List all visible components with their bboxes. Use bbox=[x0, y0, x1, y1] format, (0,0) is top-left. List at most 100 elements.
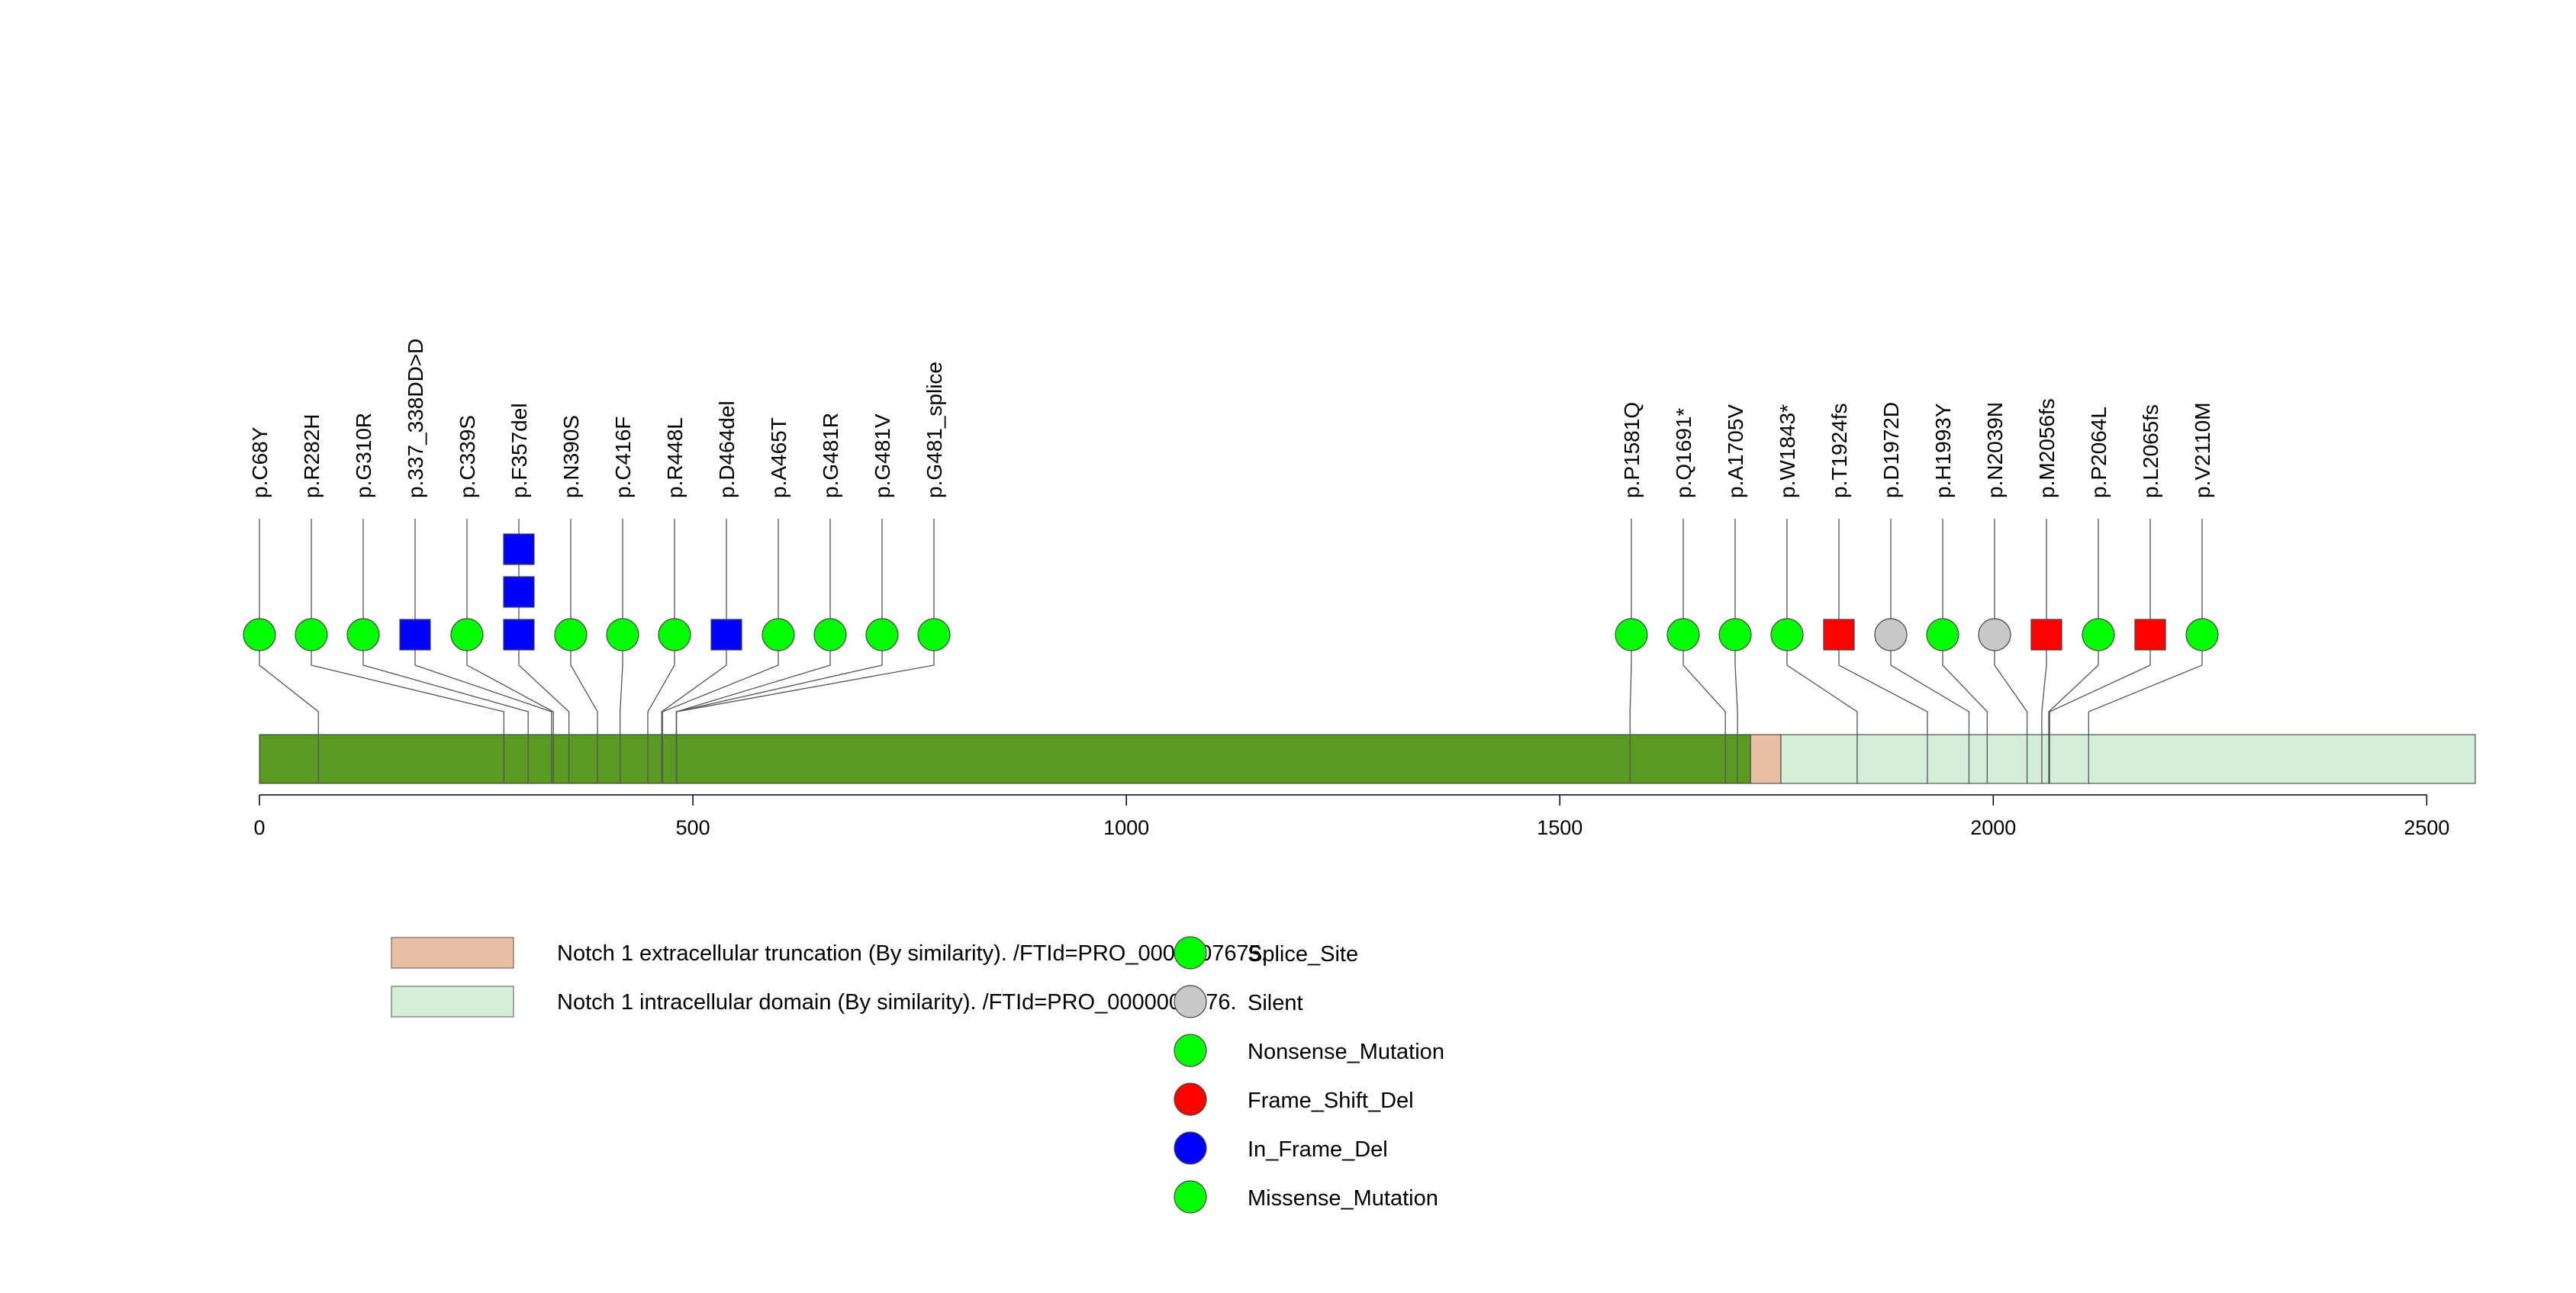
mutation-marker-square bbox=[2030, 619, 2062, 651]
mutation-label: p.N390S bbox=[559, 415, 583, 498]
mutation-label: p.R282H bbox=[300, 413, 324, 498]
mutation-marker-circle bbox=[346, 618, 380, 651]
mutation-lollipop: p.H1993Y bbox=[1926, 403, 1988, 783]
mutation-label: p.N2039N bbox=[1983, 402, 2007, 498]
mutation-label: p.G310R bbox=[352, 413, 375, 498]
mutation-label: p.T1924fs bbox=[1827, 403, 1851, 498]
mutation-label: p.C68Y bbox=[248, 426, 272, 498]
mutation-marker-square bbox=[2134, 619, 2166, 651]
mutation-label: p.M2056fs bbox=[2035, 398, 2059, 498]
mutation-label: p.A465T bbox=[767, 417, 791, 498]
mutation-marker-circle bbox=[2185, 618, 2219, 651]
mutation-lollipop: p.A465T bbox=[662, 417, 795, 783]
domain-legend-label: Notch 1 extracellular truncation (By sim… bbox=[557, 941, 1267, 966]
mutation-lollipop: p.W1843* bbox=[1770, 404, 1858, 783]
mutation-marker-circle bbox=[762, 618, 795, 651]
x-tick-label: 500 bbox=[676, 816, 710, 839]
mutation-lollipop: p.D464del bbox=[661, 400, 742, 783]
mutation-marker-square bbox=[503, 619, 535, 651]
mutation-lollipop: p.T1924fs bbox=[1823, 403, 1928, 783]
mutation-lollipop: p.C68Y bbox=[243, 426, 319, 783]
mutation-marker-square bbox=[1823, 619, 1855, 651]
mutation-label: p.L2065fs bbox=[2139, 404, 2162, 498]
mutation-label: p.P1581Q bbox=[1620, 402, 1644, 498]
mutation-marker-circle bbox=[813, 618, 847, 651]
mutation-lollipop: p.G481R bbox=[675, 413, 847, 783]
mutation-lollipop: p.R282H bbox=[295, 413, 505, 783]
mutation-label: p.G481V bbox=[871, 413, 894, 498]
mutation-marker-circle bbox=[1978, 618, 2011, 651]
mutation-marker-circle bbox=[1926, 618, 1959, 651]
mutation-lollipop: p.D1972D bbox=[1874, 402, 1970, 783]
mutation-label: p.G481R bbox=[819, 413, 842, 498]
type-legend-marker bbox=[1174, 1082, 1207, 1116]
type-legend-label: Silent bbox=[1248, 991, 1303, 1015]
mutation-lollipop: p.V2110M bbox=[2088, 402, 2219, 783]
mutation-marker-circle bbox=[917, 618, 951, 651]
type-legend-label: Splice_Site bbox=[1248, 942, 1358, 967]
domain-legend-swatch bbox=[391, 986, 514, 1018]
mutation-lollipop: p.R448L bbox=[647, 417, 691, 783]
mutation-label: p.V2110M bbox=[2191, 402, 2214, 498]
mutation-label: p.337_338DD>D bbox=[404, 339, 427, 498]
mutation-label: p.D1972D bbox=[1879, 402, 1903, 498]
mutation-marker-circle bbox=[658, 618, 691, 651]
mutation-marker-circle bbox=[865, 618, 899, 651]
domain-legend-swatch bbox=[391, 937, 514, 969]
mutation-lollipop: p.C416F bbox=[606, 417, 639, 783]
mutation-lollipop: p.337_338DD>D bbox=[399, 339, 552, 783]
mutation-marker-square bbox=[503, 576, 535, 608]
mutation-marker-circle bbox=[1770, 618, 1804, 651]
mutation-lollipop: p.L2065fs bbox=[2049, 404, 2166, 783]
x-tick-label: 0 bbox=[253, 816, 265, 839]
mutation-lollipop: p.C339S bbox=[450, 415, 554, 783]
mutation-marker-circle bbox=[1666, 618, 1700, 651]
domain-region-2 bbox=[1780, 734, 2476, 784]
mutation-lollipop: p.P1581Q bbox=[1615, 402, 1648, 783]
mutation-marker-circle bbox=[450, 618, 484, 651]
mutation-marker-square bbox=[710, 619, 742, 651]
x-tick-label: 2000 bbox=[1970, 816, 2016, 839]
mutation-label: p.D464del bbox=[715, 400, 739, 498]
mutation-label: p.P2064L bbox=[2087, 407, 2111, 498]
mutation-lollipop: p.Q1691* bbox=[1666, 408, 1726, 783]
mutation-lollipop: p.G310R bbox=[346, 413, 529, 783]
mutation-marker-square bbox=[399, 619, 431, 651]
mutation-marker-circle bbox=[1874, 618, 1908, 651]
domain-legend-label: Notch 1 intracellular domain (By similar… bbox=[557, 990, 1237, 1015]
mutation-label: p.W1843* bbox=[1776, 404, 1799, 498]
mutation-label: p.A1705V bbox=[1724, 404, 1747, 498]
mutation-label: p.Q1691* bbox=[1672, 408, 1695, 498]
type-legend-label: Nonsense_Mutation bbox=[1248, 1040, 1444, 1064]
mutation-label: p.G481_splice bbox=[923, 362, 946, 498]
mutation-label: p.C339S bbox=[456, 415, 479, 498]
mutation-marker-circle bbox=[1615, 618, 1648, 651]
mutation-lollipop: p.M2056fs bbox=[2030, 398, 2062, 783]
mutation-label: p.R448L bbox=[663, 417, 687, 498]
type-legend-marker bbox=[1174, 1034, 1207, 1067]
mutation-marker-circle bbox=[295, 618, 328, 651]
mutation-marker-circle bbox=[554, 618, 588, 651]
mutation-label: p.F357del bbox=[507, 403, 531, 498]
mutation-lollipop: p.G481_splice bbox=[675, 362, 951, 783]
type-legend-label: Frame_Shift_Del bbox=[1248, 1089, 1414, 1113]
type-legend-marker bbox=[1174, 1180, 1207, 1214]
mutation-marker-circle bbox=[606, 618, 639, 651]
mutation-lollipop: p.N2039N bbox=[1978, 402, 2028, 783]
type-legend-label: Missense_Mutation bbox=[1248, 1186, 1438, 1211]
mutation-lollipop: p.N390S bbox=[554, 415, 598, 783]
mutation-label: p.C416F bbox=[611, 417, 635, 498]
type-legend-label: In_Frame_Del bbox=[1248, 1137, 1388, 1162]
mutation-marker-circle bbox=[243, 618, 276, 651]
x-tick-label: 1500 bbox=[1537, 816, 1583, 839]
mutation-lollipop: p.P2064L bbox=[2048, 407, 2115, 783]
domain-region-1 bbox=[1750, 734, 1782, 784]
type-legend-marker bbox=[1174, 936, 1207, 970]
mutation-marker-circle bbox=[1718, 618, 1752, 651]
mutation-marker-square bbox=[503, 533, 535, 565]
type-legend-marker bbox=[1174, 1131, 1207, 1165]
mutation-label: p.H1993Y bbox=[1931, 403, 1955, 498]
mutation-marker-circle bbox=[2082, 618, 2115, 651]
